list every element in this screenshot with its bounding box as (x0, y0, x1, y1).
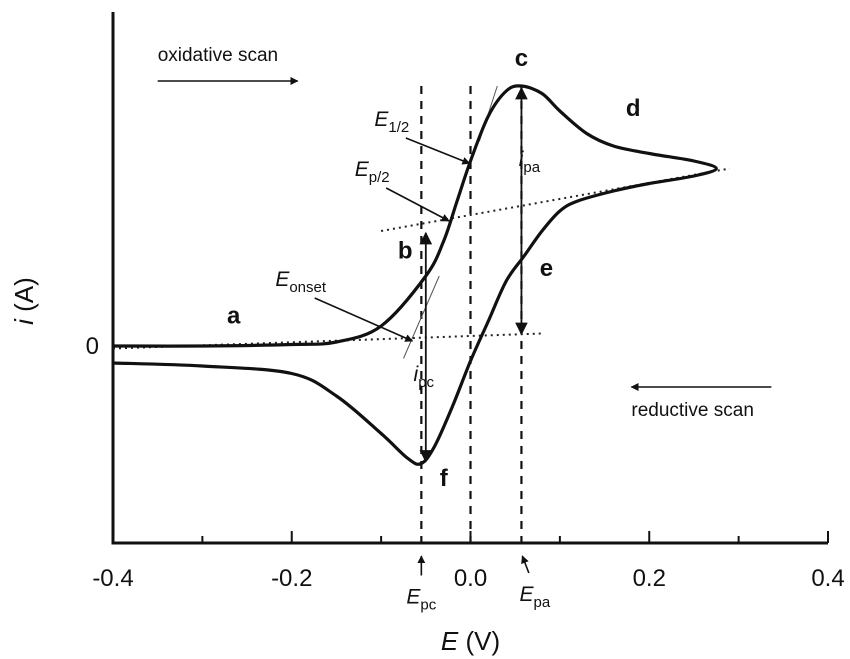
y-axis-label-unit: (A) (9, 277, 39, 319)
oxidative-scan-label: oxidative scan (158, 45, 278, 66)
point-label-a: a (227, 303, 241, 330)
potential-label-pa-pointer (521, 555, 530, 574)
x-tick-label-1: -0.2 (271, 565, 312, 592)
y-axis-tick-labels: 0 (86, 333, 99, 360)
point-label-c: c (515, 45, 528, 72)
y-tick-label-0: 0 (86, 333, 99, 360)
peak-current-pc-label: ipc (414, 363, 435, 391)
potential-label-1-2: E1/2 (374, 108, 409, 136)
scan-direction-annotations: oxidative scan reductive scan (157, 45, 772, 421)
point-label-e: e (540, 255, 553, 282)
potential-label-1-2-sub: 1/2 (388, 119, 409, 136)
reductive-scan-label: reductive scan (631, 400, 754, 421)
peak-current-pc-label-sub: pc (418, 374, 434, 391)
point-label-b: b (398, 238, 413, 265)
potential-label-pc: Epc (406, 586, 436, 614)
x-axis-label-unit: (V) (458, 626, 500, 656)
potential-label-pc-main: E (406, 586, 421, 609)
peak-current-pc-label-main: i (414, 363, 420, 386)
guide-lines (112, 85, 730, 543)
point-labels: a b c d e f (227, 45, 641, 492)
voltammogram-curve (112, 84, 718, 466)
x-tick-label-2: 0.0 (454, 565, 487, 592)
y-axis-label: i (A) (9, 277, 39, 325)
x-axis-label: E (V) (441, 626, 500, 656)
peak-current-pa-label-sub: pa (523, 159, 540, 176)
potential-label-onset-pointer (314, 297, 414, 342)
x-tick-label-3: 0.2 (633, 565, 666, 592)
potential-label-p-2: Ep/2 (355, 158, 390, 186)
potential-label-pa: Epa (519, 583, 550, 611)
peak-current-pa-label-main: i (519, 148, 525, 171)
x-tick-label-4: 0.4 (811, 565, 844, 592)
potential-label-1-2-main: E (374, 108, 389, 131)
potential-label-pc-sub: pc (420, 597, 436, 614)
series-group (112, 84, 718, 466)
peak-current-pa-label: ipa (519, 148, 541, 176)
potential-label-1-2-pointer (405, 137, 471, 165)
point-label-f: f (440, 465, 449, 492)
potential-label-p-2-sub: p/2 (369, 169, 390, 186)
potential-label-p-2-main: E (355, 158, 370, 181)
x-tick-label-0: -0.4 (92, 565, 133, 592)
potential-label-pa-sub: pa (534, 594, 551, 611)
potential-label-onset: Eonset (275, 268, 327, 296)
x-axis-tick-labels: -0.4 -0.2 0.0 0.2 0.4 (92, 565, 844, 592)
potential-label-p-2-pointer (385, 187, 450, 222)
point-label-d: d (626, 95, 641, 122)
x-axis-label-symbol: E (441, 626, 459, 656)
potential-label-onset-main: E (275, 268, 290, 291)
potential-label-onset-sub: onset (289, 279, 327, 296)
potential-label-pa-main: E (519, 583, 534, 606)
y-axis-label-symbol: i (9, 318, 39, 325)
